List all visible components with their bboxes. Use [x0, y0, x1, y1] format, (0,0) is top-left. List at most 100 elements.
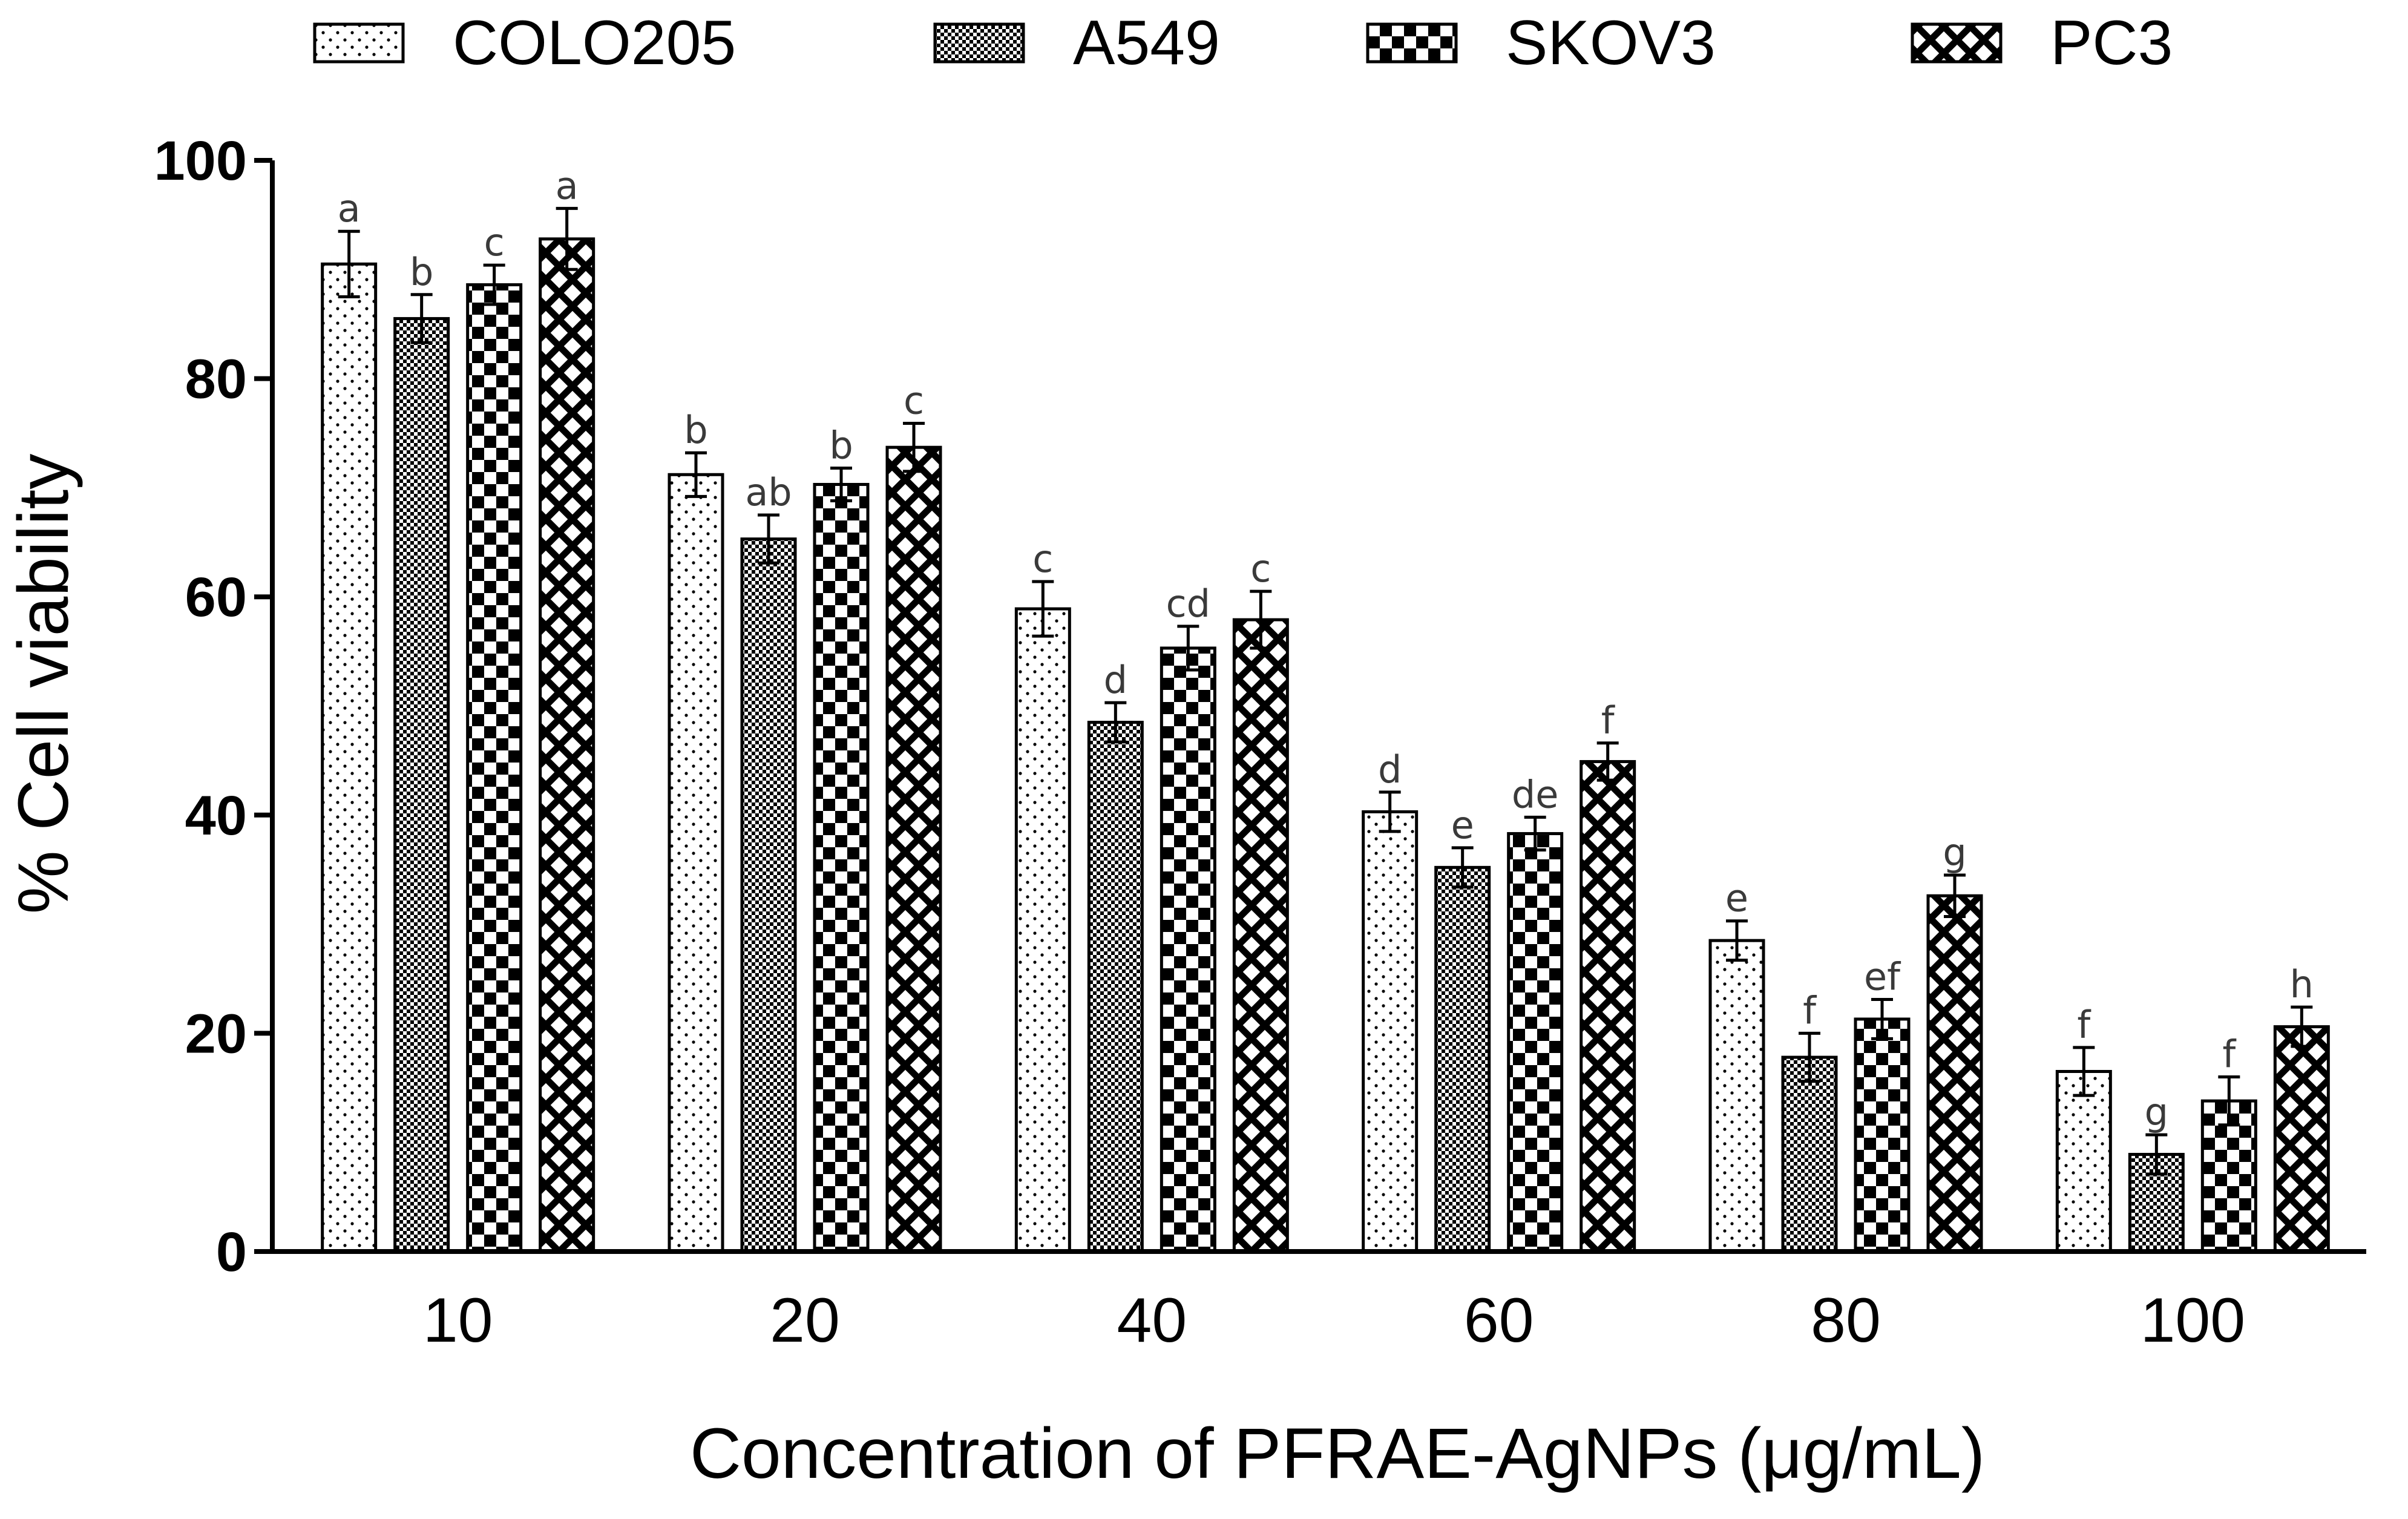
legend-swatch-skov3: [1366, 22, 1458, 64]
error-bar-skov3-80: [1871, 998, 1893, 1040]
significance-label-pc3-20: c: [904, 379, 924, 423]
bar-pc3-100: [2273, 1025, 2330, 1253]
error-bar-colo205-10: [338, 229, 360, 298]
significance-label-skov3-20: b: [829, 423, 853, 467]
bar-colo205-60: [1362, 810, 1419, 1253]
error-bar-colo205-20: [685, 451, 707, 498]
significance-label-a549-80: f: [1803, 988, 1817, 1032]
error-bar-pc3-80: [1944, 873, 1966, 918]
error-bar-a549-20: [758, 513, 779, 565]
error-bar-pc3-40: [1250, 589, 1272, 650]
bar-colo205-10: [321, 262, 378, 1253]
bar-a549-60: [1434, 865, 1491, 1253]
error-bar-a549-100: [2145, 1133, 2168, 1176]
bar-pc3-10: [539, 237, 595, 1253]
significance-label-a549-40: d: [1104, 658, 1127, 702]
error-bar-pc3-20: [903, 422, 925, 473]
legend-label-colo205: COLO205: [453, 8, 736, 78]
significance-label-colo205-80: e: [1725, 876, 1748, 920]
error-bar-skov3-10: [483, 263, 505, 306]
significance-label-skov3-80: ef: [1864, 955, 1901, 999]
error-bar-skov3-20: [830, 466, 852, 503]
significance-label-pc3-40: c: [1250, 546, 1271, 591]
error-bar-pc3-100: [2291, 1005, 2313, 1048]
error-bar-colo205-60: [1379, 790, 1401, 833]
error-bar-a549-60: [1451, 846, 1474, 889]
error-bar-a549-40: [1104, 701, 1127, 744]
legend-swatch-colo205: [313, 22, 405, 64]
significance-label-colo205-60: d: [1378, 747, 1402, 792]
y-axis-title: % Cell viability: [4, 454, 84, 914]
significance-label-a549-100: g: [2145, 1090, 2168, 1134]
significance-label-skov3-40: cd: [1166, 582, 1210, 626]
bar-a549-80: [1781, 1055, 1838, 1253]
bar-skov3-40: [1160, 646, 1216, 1253]
bar-skov3-80: [1854, 1017, 1911, 1253]
significance-label-a549-20: ab: [745, 470, 792, 514]
legend-label-skov3: SKOV3: [1506, 8, 1716, 78]
x-tick-label-40: 40: [1117, 1285, 1187, 1356]
bar-colo205-80: [1708, 939, 1765, 1253]
significance-label-colo205-20: b: [684, 408, 707, 452]
significance-label-skov3-60: de: [1512, 772, 1559, 816]
error-bar-pc3-10: [556, 206, 578, 271]
error-bar-skov3-60: [1524, 815, 1546, 851]
bar-skov3-60: [1507, 832, 1564, 1253]
error-bar-skov3-100: [2218, 1075, 2240, 1127]
bar-colo205-100: [2055, 1070, 2112, 1253]
y-tick-label-60: 60: [185, 566, 247, 628]
significance-label-skov3-100: f: [2222, 1032, 2237, 1077]
error-bar-a549-80: [1799, 1031, 1820, 1083]
legend-item-a549: A549: [933, 8, 1220, 78]
significance-label-pc3-60: f: [1601, 698, 1616, 743]
bar-a549-10: [393, 317, 450, 1253]
legend-swatch-a549: [933, 22, 1025, 64]
bar-skov3-10: [466, 283, 523, 1253]
bar-pc3-80: [1926, 894, 1983, 1253]
y-tick-label-100: 100: [154, 130, 248, 192]
error-bar-pc3-60: [1596, 741, 1619, 782]
error-bar-colo205-40: [1032, 580, 1054, 638]
x-tick-label-60: 60: [1464, 1285, 1534, 1356]
legend: COLO205 A549 SKOV3 PC3: [313, 8, 2173, 78]
legend-item-skov3: SKOV3: [1366, 8, 1716, 78]
bar-skov3-20: [813, 482, 870, 1253]
bar-colo205-40: [1014, 607, 1071, 1253]
bar-pc3-40: [1232, 618, 1289, 1253]
x-tick-label-20: 20: [770, 1285, 840, 1356]
error-bar-colo205-80: [1726, 919, 1748, 962]
significance-label-pc3-10: a: [556, 163, 579, 208]
significance-label-pc3-80: g: [1943, 830, 1966, 874]
significance-label-a549-10: b: [410, 250, 433, 294]
x-tick-label-10: 10: [423, 1285, 493, 1356]
bar-a549-40: [1087, 721, 1144, 1253]
significance-label-skov3-10: c: [484, 220, 505, 264]
legend-item-colo205: COLO205: [313, 8, 736, 78]
bar-colo205-20: [668, 473, 724, 1253]
bar-pc3-60: [1580, 759, 1636, 1253]
legend-swatch-pc3: [1911, 22, 2003, 64]
legend-label-pc3: PC3: [2050, 8, 2173, 78]
x-tick-label-100: 100: [2141, 1285, 2246, 1356]
significance-label-colo205-40: c: [1032, 537, 1053, 581]
x-axis: 10 20 40 60 80 100: [272, 1249, 2366, 1356]
error-bar-a549-10: [410, 293, 433, 344]
y-axis: 0 20 40 60 80 100: [154, 130, 275, 1283]
y-tick-label-20: 20: [185, 1003, 247, 1065]
y-tick-label-0: 0: [216, 1221, 247, 1283]
significance-label-a549-60: e: [1451, 803, 1474, 847]
significance-label-colo205-10: a: [338, 186, 361, 231]
legend-label-a549: A549: [1073, 8, 1220, 78]
significance-label-colo205-100: f: [2077, 1003, 2091, 1047]
error-bar-colo205-100: [2073, 1046, 2095, 1097]
y-tick-label-40: 40: [185, 785, 247, 847]
legend-item-pc3: PC3: [1911, 8, 2173, 78]
y-tick-label-80: 80: [185, 349, 247, 410]
significance-label-pc3-100: h: [2290, 962, 2314, 1006]
bar-pc3-20: [885, 445, 942, 1253]
bar-a549-20: [740, 537, 797, 1253]
x-axis-title: Concentration of PFRAE-AgNPs (μg/mL): [690, 1414, 1985, 1494]
x-tick-label-80: 80: [1811, 1285, 1881, 1356]
